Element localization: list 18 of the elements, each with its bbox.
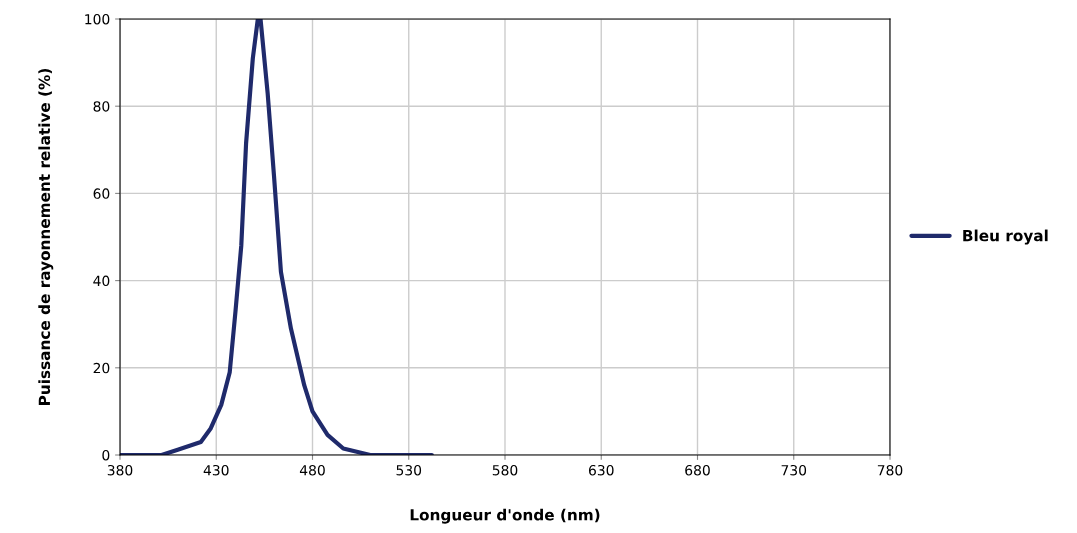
x-tick-label: 680 [685, 464, 710, 476]
x-axis-title: Longueur d'onde (nm) [410, 508, 600, 524]
y-tick-label: 20 [93, 362, 110, 374]
legend-label: Bleu royal [963, 229, 1048, 245]
y-tick-label: 60 [93, 188, 110, 199]
x-tick-label: 580 [492, 464, 518, 476]
x-tick-label: 480 [299, 464, 325, 476]
y-tick-label: 80 [93, 101, 110, 112]
x-tick-label: 530 [396, 464, 422, 476]
y-tick-label: 40 [93, 275, 110, 287]
x-tick-label: 380 [107, 464, 133, 476]
x-tick-label: 630 [588, 464, 614, 476]
y-tick-label: 100 [85, 13, 110, 25]
y-axis-title: Puissance de rayonnement relative (%) [38, 68, 54, 405]
x-tick-label: 780 [877, 464, 903, 476]
x-tick-label: 430 [203, 464, 229, 476]
x-tick-label: 730 [781, 464, 807, 476]
y-tick-label: 0 [102, 449, 110, 461]
